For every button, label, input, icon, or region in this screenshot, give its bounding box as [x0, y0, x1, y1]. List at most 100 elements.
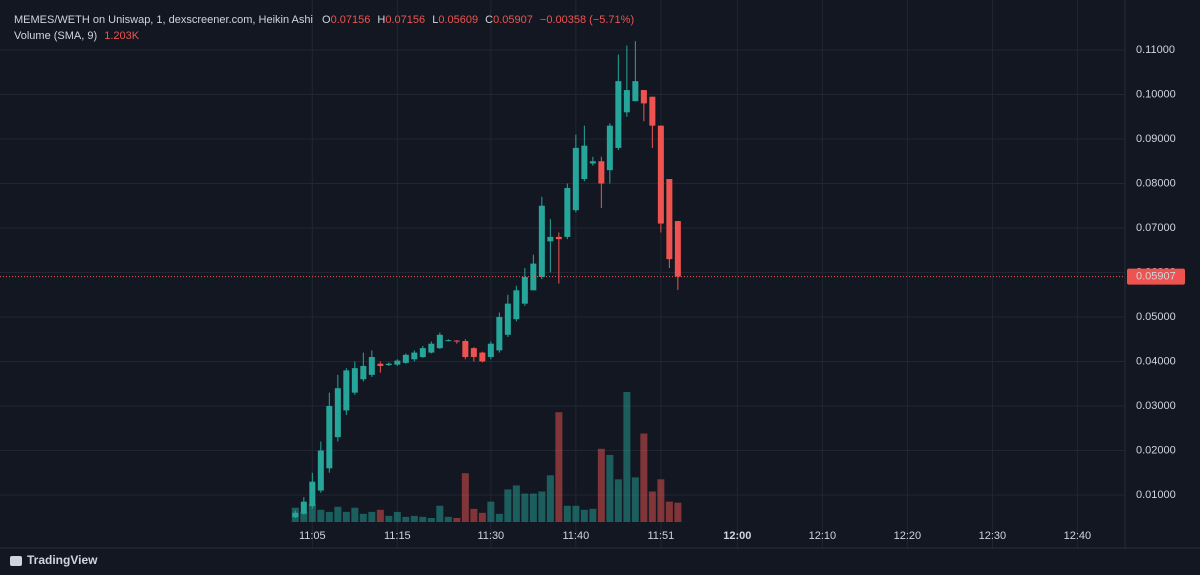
volume-bar — [580, 509, 588, 522]
x-tick-label: 11:51 — [647, 530, 674, 542]
volume-bar — [393, 511, 401, 522]
volume-name: Volume (SMA, 9) — [14, 30, 97, 42]
change: −0.00358 (−5.71%) — [540, 14, 634, 26]
y-tick-label: 0.09000 — [1136, 133, 1176, 145]
candle-body — [513, 290, 520, 320]
candle-body — [632, 81, 639, 102]
volume-bar — [478, 512, 486, 522]
volume-bar — [317, 509, 325, 522]
candle-body — [411, 352, 418, 360]
candle-body — [674, 221, 681, 277]
candle-body — [521, 276, 528, 304]
volume-bar — [461, 473, 469, 522]
candle-body — [428, 343, 435, 353]
volume-bar — [402, 516, 410, 522]
candle-body — [351, 368, 358, 393]
h-label: H — [377, 14, 385, 26]
volume-bar — [359, 513, 367, 522]
volume-bar — [563, 505, 571, 522]
candle-body — [292, 512, 299, 518]
candle-body — [666, 179, 673, 260]
volume-bar — [419, 516, 427, 522]
candle-body — [402, 354, 409, 363]
candle-body — [589, 161, 596, 164]
volume-bar — [606, 454, 614, 522]
candle-body — [445, 340, 452, 342]
candle-body — [343, 370, 350, 411]
candle-body — [572, 147, 579, 211]
grid — [0, 0, 1125, 548]
brand-logo: TradingView — [10, 553, 98, 567]
candle-body — [419, 348, 426, 358]
h-value: 0.07156 — [385, 14, 425, 26]
candle-body — [436, 334, 443, 349]
volume-bar — [665, 501, 673, 522]
c-label: C — [485, 14, 493, 26]
last-price-label: 0.05907 — [1136, 271, 1176, 283]
y-tick-label: 0.10000 — [1136, 88, 1176, 100]
candle-body — [368, 357, 375, 375]
candle-body — [326, 405, 333, 469]
candle-body — [470, 348, 477, 358]
x-tick-label: 11:15 — [384, 530, 411, 542]
candle-body — [334, 388, 341, 438]
y-tick-label: 0.11000 — [1136, 44, 1175, 56]
x-tick-label: 12:10 — [809, 530, 837, 542]
x-tick-label: 12:30 — [979, 530, 1007, 542]
candles — [292, 41, 681, 519]
l-label: L — [432, 14, 438, 26]
volume-legend: Volume (SMA, 9) 1.203K — [14, 30, 140, 42]
x-tick-label: 12:20 — [894, 530, 922, 542]
volume-bar — [504, 489, 512, 522]
l-value: 0.05609 — [438, 14, 478, 26]
volume-bar — [487, 501, 495, 522]
volume-bar — [657, 479, 665, 522]
candle-body — [487, 343, 494, 358]
candle-body — [657, 125, 664, 224]
legend-line: MEMES/WETH on Uniswap, 1, dexscreener.co… — [14, 14, 634, 26]
candle-body — [615, 81, 622, 148]
volume-bar — [538, 491, 546, 522]
candle-body — [309, 481, 316, 507]
volume-bar — [674, 502, 682, 522]
candle-body — [377, 363, 384, 366]
candle-body — [462, 341, 469, 358]
candle-body — [530, 263, 537, 291]
candle-body — [564, 187, 571, 237]
c-value: 0.05907 — [493, 14, 533, 26]
y-tick-label: 0.08000 — [1136, 177, 1176, 189]
volume-bar — [334, 506, 342, 522]
x-tick-label: 11:30 — [477, 530, 504, 542]
volume-bar — [444, 516, 452, 522]
candle-body — [394, 360, 401, 365]
y-tick-label: 0.03000 — [1136, 400, 1176, 412]
volume-bar — [495, 513, 503, 522]
candle-body — [649, 96, 656, 126]
volume-bar — [342, 511, 350, 522]
y-tick-label: 0.04000 — [1136, 355, 1176, 367]
symbol-title: MEMES/WETH on Uniswap, 1, dexscreener.co… — [14, 14, 313, 26]
volume-bar — [631, 477, 639, 522]
x-tick-label: 11:05 — [299, 530, 326, 542]
y-tick-label: 0.07000 — [1136, 222, 1176, 234]
brand: TradingView — [27, 553, 98, 567]
candle-body — [547, 236, 554, 242]
candle-body — [623, 90, 630, 113]
candle-body — [598, 161, 605, 184]
o-value: 0.07156 — [331, 14, 371, 26]
volume-bar — [572, 505, 580, 522]
candle-body — [300, 501, 307, 514]
volume-bar — [640, 433, 648, 522]
volume-bar — [385, 515, 393, 522]
volume-bar — [427, 517, 435, 522]
volume-bar — [589, 508, 597, 522]
volume-bar — [376, 509, 384, 522]
volume-bar — [368, 511, 376, 522]
o-label: O — [322, 14, 331, 26]
volume-bar — [614, 479, 622, 522]
candle-body — [606, 125, 613, 171]
x-tick-label: 12:40 — [1064, 530, 1092, 542]
x-tick-label: 11:40 — [562, 530, 589, 542]
y-tick-label: 0.02000 — [1136, 444, 1176, 456]
